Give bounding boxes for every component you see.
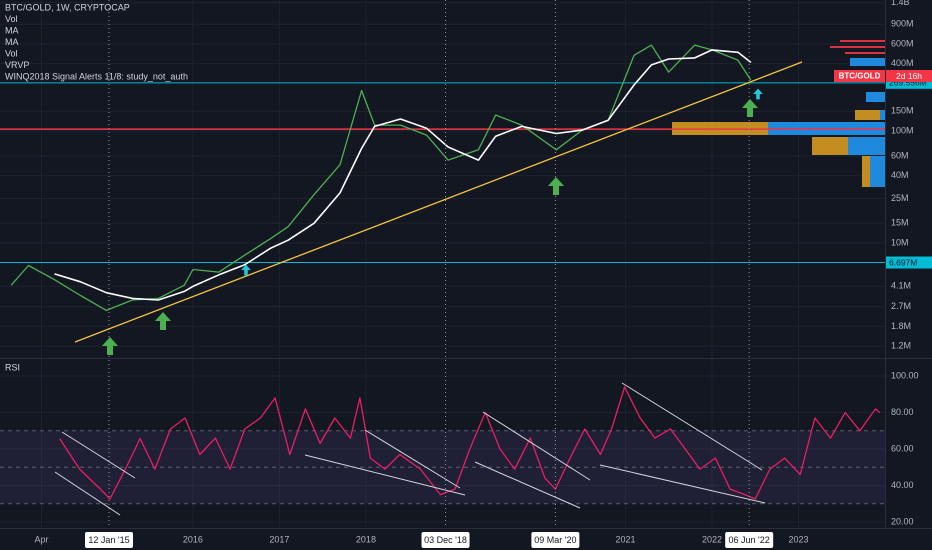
- legend-item: WINQ2018 Signal Alerts 11/8: study_not_a…: [5, 71, 188, 81]
- y-tick-label: 80.00: [891, 407, 914, 417]
- x-tick-label: 2017: [269, 534, 289, 544]
- legend-item: Vol: [5, 14, 18, 24]
- legend-item: Vol: [5, 48, 18, 58]
- countdown-label: 2d 16h: [896, 71, 922, 81]
- date-marker-box: [531, 532, 580, 548]
- y-tick-label: 600M: [891, 38, 914, 48]
- y-tick-label: 15M: [891, 218, 909, 228]
- x-tick-label: 2023: [788, 534, 808, 544]
- x-tick-label: 2022: [702, 534, 722, 544]
- price-line-tag: [886, 256, 932, 269]
- y-tick-label: 100M: [891, 125, 914, 135]
- date-marker-box: [85, 532, 134, 548]
- x-tick-label: Apr: [35, 534, 49, 544]
- legend-item: MA: [5, 25, 19, 35]
- y-tick-label: 60.00: [891, 443, 914, 453]
- legend: BTC/GOLD, 1W, CRYPTOCAP Vol MA MA Vol VR…: [5, 2, 188, 372]
- countdown-tag: [886, 70, 932, 82]
- x-tick-label: 2016: [183, 534, 203, 544]
- date-marker-label: 03 Dec '18: [424, 535, 467, 545]
- last-price-tag: [834, 70, 885, 82]
- y-tick-label: 1.4B: [891, 0, 910, 7]
- y-tick-label: 900M: [891, 19, 914, 29]
- rsi-title: RSI: [5, 362, 20, 372]
- date-marker-label: 06 Jun '22: [729, 535, 770, 545]
- price-line-label: 269.556M: [889, 78, 927, 88]
- x-tick-label: 2021: [615, 534, 635, 544]
- y-tick-label: 1.8M: [891, 321, 911, 331]
- legend-item: VRVP: [5, 60, 29, 70]
- grid: [0, 0, 885, 528]
- y-tick-label: 10M: [891, 237, 909, 247]
- price-line-label: 6.697M: [889, 257, 917, 267]
- y-tick-label: 60M: [891, 150, 909, 160]
- rsi-trendlines: [54, 382, 766, 516]
- date-marker-label: 09 Mar '20: [534, 535, 576, 545]
- series-line: [59, 386, 881, 500]
- trendline: [74, 61, 803, 343]
- series-layer: [0, 0, 885, 528]
- x-tick-label: 2018: [356, 534, 376, 544]
- y-tick-label: 40.00: [891, 480, 914, 490]
- date-marker-box: [725, 532, 774, 548]
- y-tick-label: 100.00: [891, 370, 919, 380]
- y-tick-label: 25M: [891, 193, 909, 203]
- y-tick-label: 20.00: [891, 516, 914, 526]
- y-tick-label: 400M: [891, 58, 914, 68]
- rsi-band-layer: [0, 430, 885, 505]
- last-price-label: BTC/GOLD: [839, 72, 881, 81]
- legend-symbol: BTC/GOLD, 1W, CRYPTOCAP: [5, 2, 130, 12]
- y-tick-label: 150M: [891, 106, 914, 116]
- series-line: [54, 49, 752, 301]
- y-tick-label: 2.7M: [891, 301, 911, 311]
- axes-layer: 1.4B 900M 600M 400M 150M 100M 60M 40M 25M 15M 10M 4…: [35, 0, 932, 548]
- date-marker-box: [421, 532, 470, 548]
- date-marker-label: 12 Jan '15: [88, 535, 129, 545]
- y-tick-label: 40M: [891, 170, 909, 180]
- legend-item: MA: [5, 37, 19, 47]
- y-tick-label: 1.2M: [891, 340, 911, 350]
- y-tick-label: 4.1M: [891, 281, 911, 291]
